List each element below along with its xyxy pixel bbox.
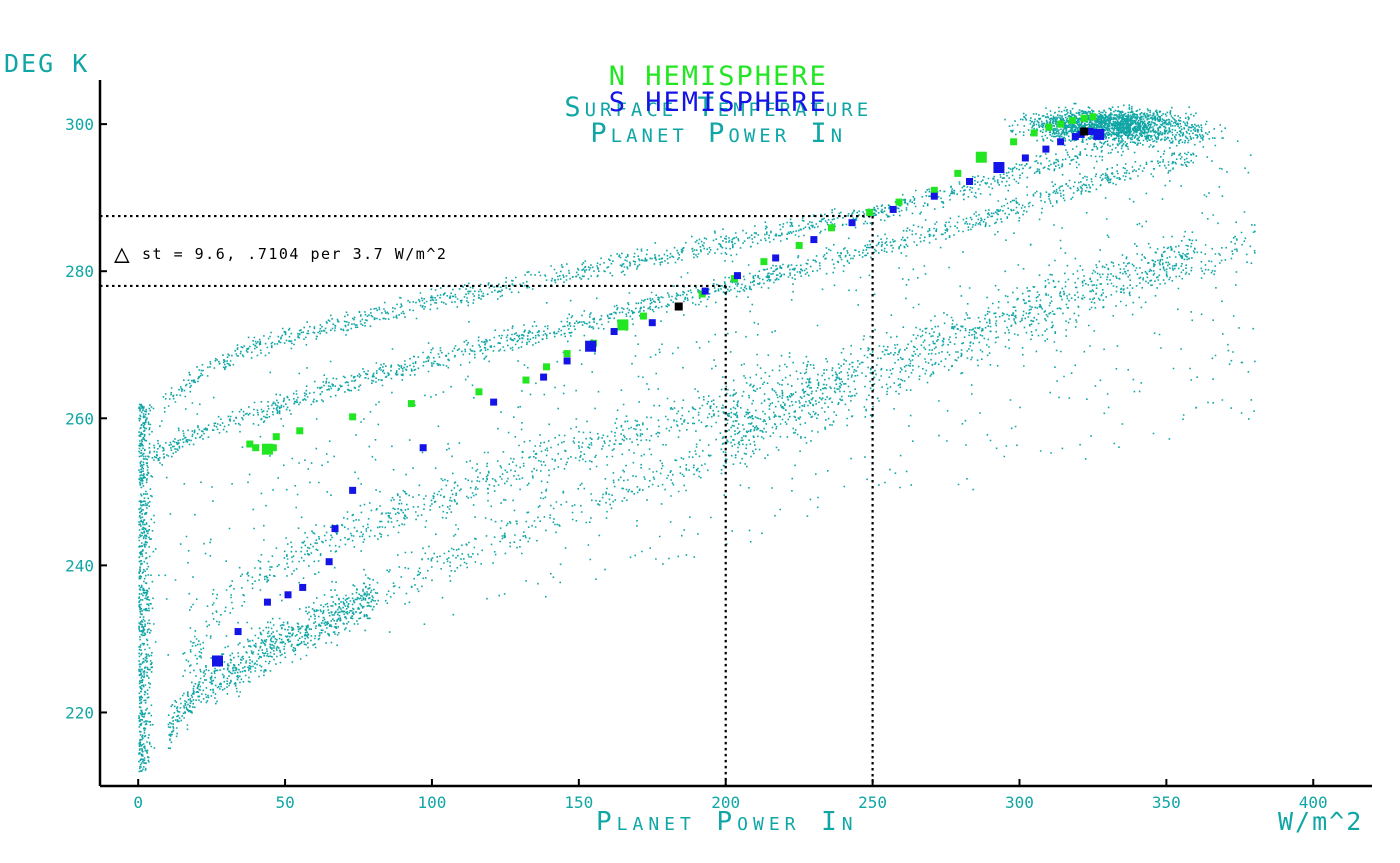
north-point (639, 312, 647, 320)
north-point (975, 151, 987, 163)
north-point (617, 319, 629, 331)
south-point (490, 398, 498, 406)
data-cloud (138, 102, 1256, 773)
south-point (585, 340, 597, 352)
south-point (419, 444, 427, 452)
cloud-dots (138, 102, 1256, 773)
south-point (299, 583, 307, 591)
north-point (760, 258, 768, 266)
north-point (795, 241, 803, 249)
highlight-point (674, 302, 683, 311)
south-point (284, 591, 292, 599)
south-point (234, 628, 242, 636)
north-point (1057, 120, 1065, 128)
north-point (269, 444, 277, 452)
south-point (325, 558, 333, 566)
metric-name-north: Surface Temperature (564, 92, 873, 123)
y-tick-label: 300 (65, 115, 94, 134)
reference-lines (100, 214, 874, 786)
y-tick-label: 240 (65, 556, 94, 575)
series-points (212, 113, 1105, 667)
north-point (349, 413, 357, 421)
north-point (296, 427, 304, 435)
annotation-delta-symbol: △ (114, 239, 130, 269)
south-point (889, 205, 897, 213)
south-point (1086, 127, 1094, 135)
south-point (349, 486, 357, 494)
series-name-north: N HEMISPHERE (608, 61, 828, 92)
axis-labels: DEG K Planet Power In W/m^2 △ st = 9.6, … (4, 49, 1363, 837)
south-point (263, 598, 271, 606)
south-point (993, 162, 1005, 174)
title-line-1: N HEMISPHERE Surface Temperature (0, 30, 1400, 123)
south-point (848, 219, 856, 227)
north-point (1010, 138, 1018, 146)
south-point (1042, 145, 1050, 153)
north-point (866, 208, 874, 216)
x-tick-label: 100 (418, 793, 447, 812)
north-point (407, 400, 415, 408)
south-point (701, 287, 709, 295)
north-point (246, 440, 254, 448)
x-tick-label: 150 (564, 793, 593, 812)
highlight-point (1080, 127, 1089, 136)
axes: 0 50 100 150 200 250 300 350 400 220 240 260 280 300 (65, 80, 1372, 812)
south-point (1057, 138, 1065, 146)
north-point (563, 350, 571, 358)
north-point (252, 444, 260, 452)
south-point (540, 373, 548, 381)
x-axis-unit: W/m^2 (1278, 807, 1363, 836)
south-point (648, 319, 656, 327)
annotation-text: st = 9.6, .7104 per 3.7 W/m^2 (142, 245, 447, 263)
title-line-2: S HEMISPHERE Planet Power In (0, 56, 1400, 149)
north-point (1089, 113, 1097, 121)
y-tick-label: 220 (65, 703, 94, 722)
x-tick-label: 400 (1299, 793, 1328, 812)
south-point (1021, 154, 1029, 162)
north-point (895, 198, 903, 206)
south-point (966, 177, 974, 185)
x-axis-label: Planet Power In (596, 807, 858, 837)
north-point (543, 363, 551, 371)
north-point (930, 186, 938, 194)
south-point (733, 272, 741, 280)
y-tick-label: 280 (65, 262, 94, 281)
south-point (212, 655, 224, 667)
north-point (1080, 114, 1088, 122)
north-point (272, 433, 280, 441)
south-point (930, 192, 938, 200)
x-tick-label: 50 (275, 793, 294, 812)
metric-name-south: Planet Power In (590, 118, 847, 149)
north-point (1045, 123, 1053, 131)
x-tick-label: 350 (1152, 793, 1181, 812)
north-point (475, 388, 483, 396)
north-point (522, 376, 530, 384)
south-point (772, 254, 780, 262)
y-axis-label: DEG K (4, 49, 89, 78)
north-point (1068, 116, 1076, 124)
x-tick-label: 0 (133, 793, 143, 812)
north-point (261, 443, 273, 455)
south-point (610, 328, 618, 336)
x-tick-label: 250 (858, 793, 887, 812)
x-tick-label: 300 (1005, 793, 1034, 812)
north-point (954, 169, 962, 177)
south-point (331, 525, 339, 533)
north-point (827, 224, 835, 232)
south-point (563, 357, 571, 365)
y-tick-label: 260 (65, 409, 94, 428)
south-point (1071, 133, 1079, 141)
north-point (1030, 129, 1038, 137)
south-point (1093, 128, 1105, 140)
series-name-south: S HEMISPHERE (608, 87, 828, 118)
x-tick-label: 200 (711, 793, 740, 812)
south-point (810, 236, 818, 244)
